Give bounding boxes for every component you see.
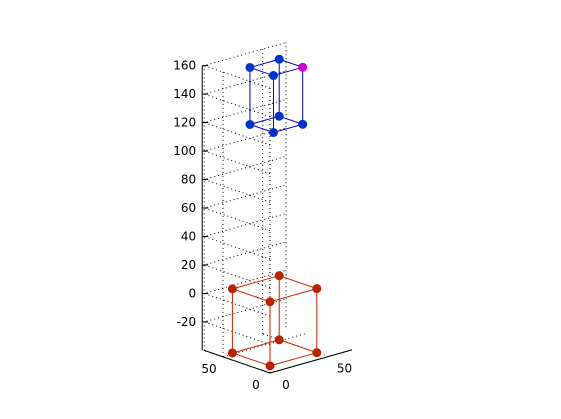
- x-tick-label: 50: [337, 362, 352, 376]
- cube-edge: [249, 58, 280, 68]
- cube-edge: [273, 66, 303, 77]
- red-cube-vertex: [274, 335, 284, 345]
- grid-line-z: [202, 241, 287, 289]
- red-cube-vertex: [227, 348, 237, 358]
- blue-cube-vertex: [298, 62, 308, 72]
- red-cube-vertex: [274, 271, 284, 281]
- z-tick-label: 160: [173, 59, 196, 73]
- cube-vertices: [227, 54, 322, 371]
- x-tick-label: 0: [282, 378, 290, 392]
- blue-cube-vertex: [245, 119, 255, 129]
- z-tick-label: 120: [173, 116, 196, 130]
- cube-edges: [231, 58, 318, 367]
- z-tick-label: 20: [181, 258, 196, 272]
- grid: [202, 42, 353, 374]
- y-tick-label: 50: [201, 362, 216, 376]
- cube-edge: [232, 339, 280, 354]
- red-cube-vertex: [227, 284, 237, 294]
- blue-cube-vertex: [274, 54, 284, 64]
- y-axis-line: [204, 349, 271, 374]
- z-tick-label: 80: [181, 173, 196, 187]
- axes: [201, 65, 353, 374]
- cube-edge: [232, 352, 271, 367]
- red-cube-vertex: [265, 297, 275, 307]
- blue-cube-vertex: [274, 111, 284, 121]
- blue-cube-vertex: [268, 128, 278, 138]
- cube-edge: [269, 352, 317, 367]
- z-tick-label: 100: [173, 144, 196, 158]
- red-cube-vertex: [265, 361, 275, 371]
- cube-edge: [279, 275, 317, 290]
- cube-edge: [232, 275, 280, 290]
- blue-cube-vertex: [298, 119, 308, 129]
- cube-edge: [269, 288, 317, 303]
- blue-cube-vertex: [245, 62, 255, 72]
- cube-edge: [232, 288, 271, 303]
- z-tick-label: 0: [189, 286, 197, 300]
- red-cube-vertex: [312, 348, 322, 358]
- grid-line-z: [202, 212, 287, 260]
- y-tick-label: 0: [252, 378, 260, 392]
- tick-labels: -20 0 20 40 60 80 100 120 140 160 0 50 0 50: [173, 59, 352, 392]
- z-tick-label: -20: [177, 315, 197, 329]
- grid-line-z: [202, 184, 287, 232]
- z-tick-label: 60: [181, 201, 196, 215]
- cube-edge: [279, 339, 317, 354]
- cube-edge: [249, 115, 280, 125]
- blue-cube-vertex: [268, 71, 278, 81]
- red-cube-vertex: [312, 284, 322, 294]
- z-tick-label: 140: [173, 87, 196, 101]
- grid-line-z: [202, 298, 287, 345]
- z-tick-label: 40: [181, 229, 196, 243]
- cube-edge: [273, 123, 303, 133]
- x-axis-line: [269, 349, 353, 374]
- grid-line-z: [202, 155, 287, 203]
